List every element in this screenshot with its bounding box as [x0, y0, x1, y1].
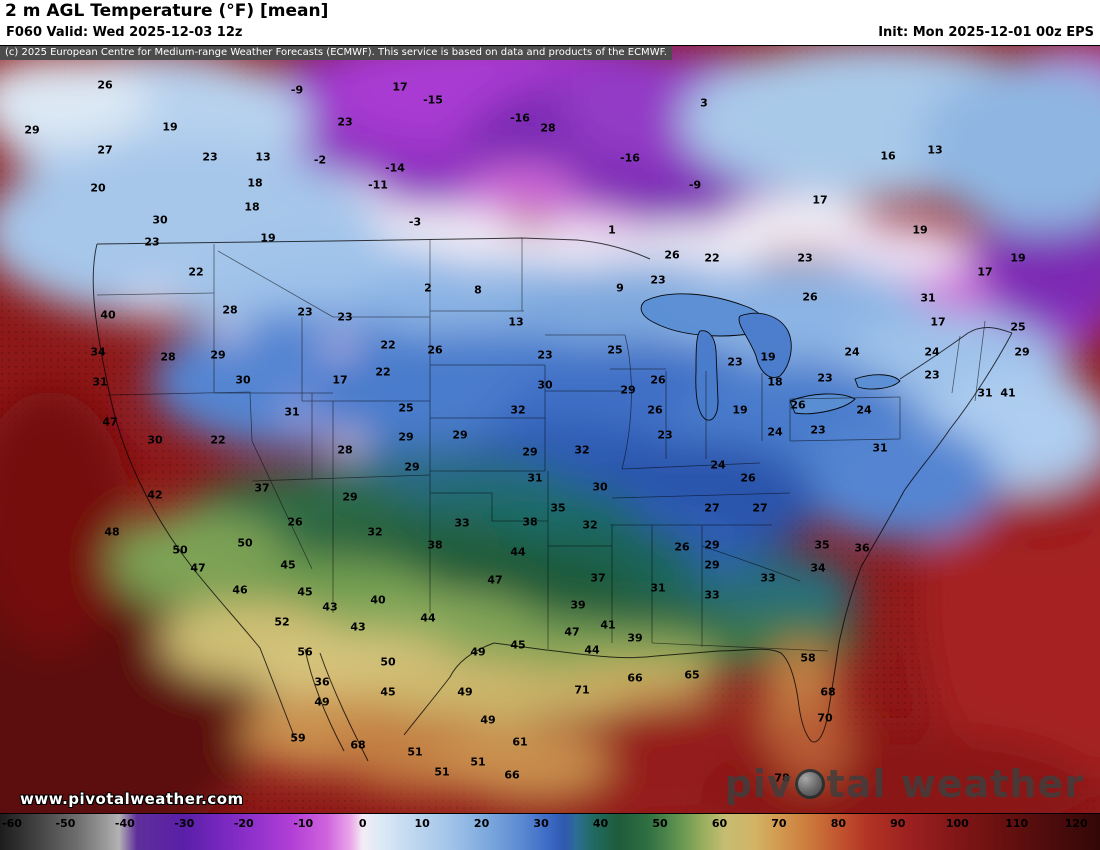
colorbar-tick-label: 40	[592, 817, 609, 830]
init-time-label: Init: Mon 2025-12-01 00z EPS	[878, 25, 1094, 40]
watermark-url: www.pivotalweather.com	[20, 790, 244, 808]
temperature-map: www.pivotalweather.com piv tal weather	[0, 45, 1100, 814]
colorbar-tick-label: 20	[473, 817, 490, 830]
colorbar-tick-label: 110	[1005, 817, 1029, 830]
colorbar-tick-label: -20	[233, 817, 254, 830]
brand-logo: piv tal weather	[725, 762, 1084, 806]
colorbar-tick-label: 70	[771, 817, 787, 830]
colorbar-tick-label: 80	[830, 817, 847, 830]
colorbar-tick-label: 50	[652, 817, 668, 830]
temperature-field-svg	[0, 46, 1100, 814]
colorbar-tick-label: 10	[414, 817, 430, 830]
copyright-bar: (c) 2025 European Centre for Medium-rang…	[0, 46, 672, 60]
colorbar-tick-label: 120	[1064, 817, 1088, 830]
colorbar-tick-label: 100	[945, 817, 969, 830]
brand-text-left: piv	[724, 762, 793, 806]
colorbar-tick-label: -60	[2, 817, 22, 830]
map-borders	[92, 237, 1013, 762]
colorbar-tick-label: 90	[890, 817, 906, 830]
colorbar-tick-label: 0	[358, 817, 367, 830]
colorbar-tick-label: 60	[711, 817, 728, 830]
colorbar-tick-label: -50	[55, 817, 76, 830]
header: 2 m AGL Temperature (°F) [mean] F060 Val…	[0, 0, 1100, 45]
colorbar-tick-label: -10	[293, 817, 314, 830]
colorbar-tick-label: -40	[114, 817, 135, 830]
colorbar-tick-label: -30	[174, 817, 195, 830]
colorbar: -60 -50 -40 -30 -20 -10 0 10 20 30 40 50 60 70 80 90 100…	[0, 813, 1100, 850]
page-title: 2 m AGL Temperature (°F) [mean]	[5, 1, 329, 21]
great-lakes	[640, 293, 901, 421]
colorbar-ticks: -60 -50 -40 -30 -20 -10 0 10 20 30 40 50 60 70 80 90 100…	[0, 814, 1100, 850]
pivotal-logo-icon	[794, 769, 825, 799]
brand-text-right: tal weather	[826, 762, 1084, 806]
colorbar-tick-label: 30	[533, 817, 549, 830]
valid-time-label: F060 Valid: Wed 2025-12-03 12z	[6, 25, 243, 40]
state-borders	[96, 238, 986, 652]
